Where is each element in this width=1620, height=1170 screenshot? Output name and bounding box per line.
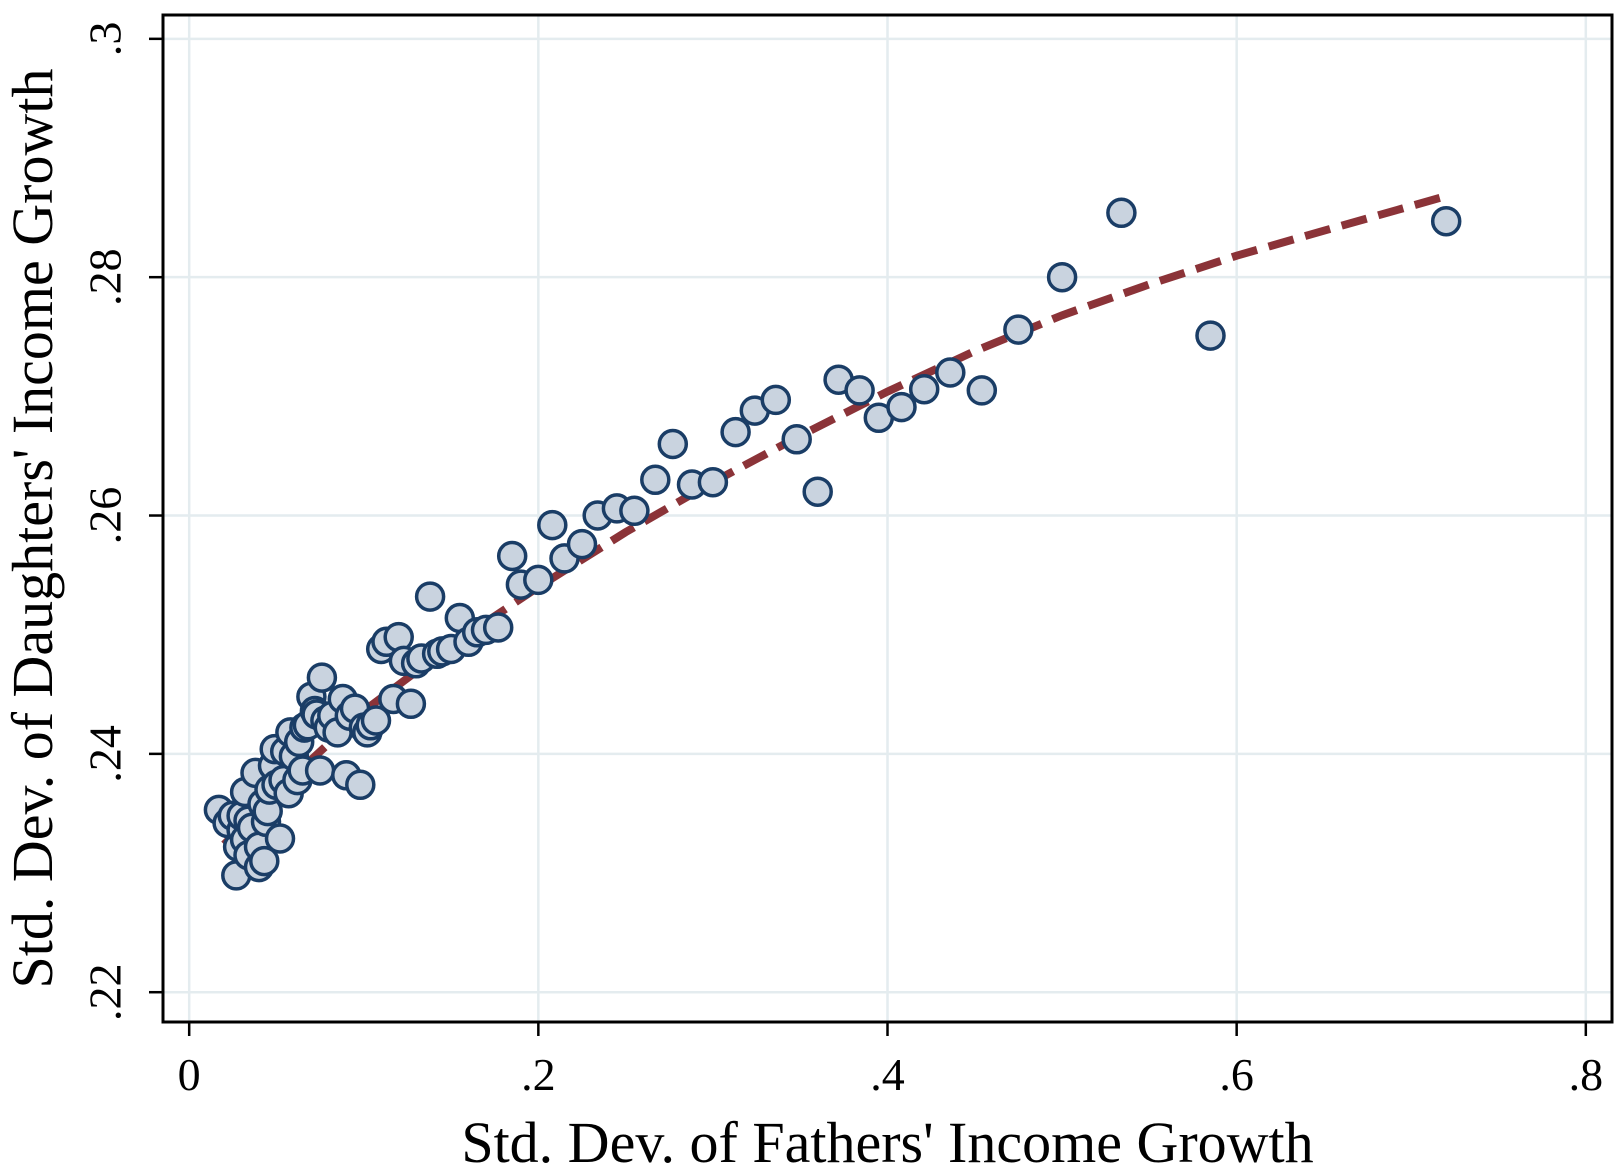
data-point [496,540,528,572]
data-point [537,509,568,541]
x-tick-label: .6 [1219,1049,1254,1100]
data-point [566,528,598,560]
x-tick-label: 0 [178,1049,201,1100]
x-tick-label: .2 [521,1049,556,1100]
y-tick-label: .3 [80,22,131,57]
data-point [657,428,689,460]
data-point [523,564,554,596]
data-point [345,769,376,801]
data-point [886,391,917,423]
data-point [844,375,875,406]
data-point [1430,205,1462,237]
data-point [264,823,296,854]
data-point [802,476,833,507]
gridlines [163,15,1612,1022]
data-point [760,384,792,416]
data-points [203,197,1462,891]
y-tick-label: .22 [80,963,131,1021]
data-point [1003,314,1034,345]
data-point [482,612,514,643]
y-tick-label: .26 [80,487,131,545]
data-point [908,373,940,405]
x-axis-title: Std. Dev. of Fathers' Income Growth [461,1110,1313,1170]
data-point [306,662,338,693]
data-point [1106,197,1137,229]
data-point [640,464,671,496]
y-axis-title: Std. Dev. of Daughters' Income Growth [0,69,65,989]
y-tick-label: .24 [80,725,131,783]
data-point [1046,261,1078,293]
axes: .22 .24 .26 .28 .3 0 .2 .4 .6 .8 [80,22,1604,1100]
data-point [414,581,446,612]
x-tick-label: .8 [1569,1049,1604,1100]
data-point [697,466,729,498]
x-tick-label: .4 [870,1049,905,1100]
data-point [360,705,392,736]
data-point [395,688,427,720]
data-point [935,357,966,388]
data-point [249,845,280,877]
data-point [619,495,650,527]
data-point [966,375,998,406]
data-point [1195,320,1226,351]
data-point [781,424,812,455]
data-point [304,755,336,786]
data-point [720,416,751,448]
y-tick-label: .28 [80,248,131,306]
